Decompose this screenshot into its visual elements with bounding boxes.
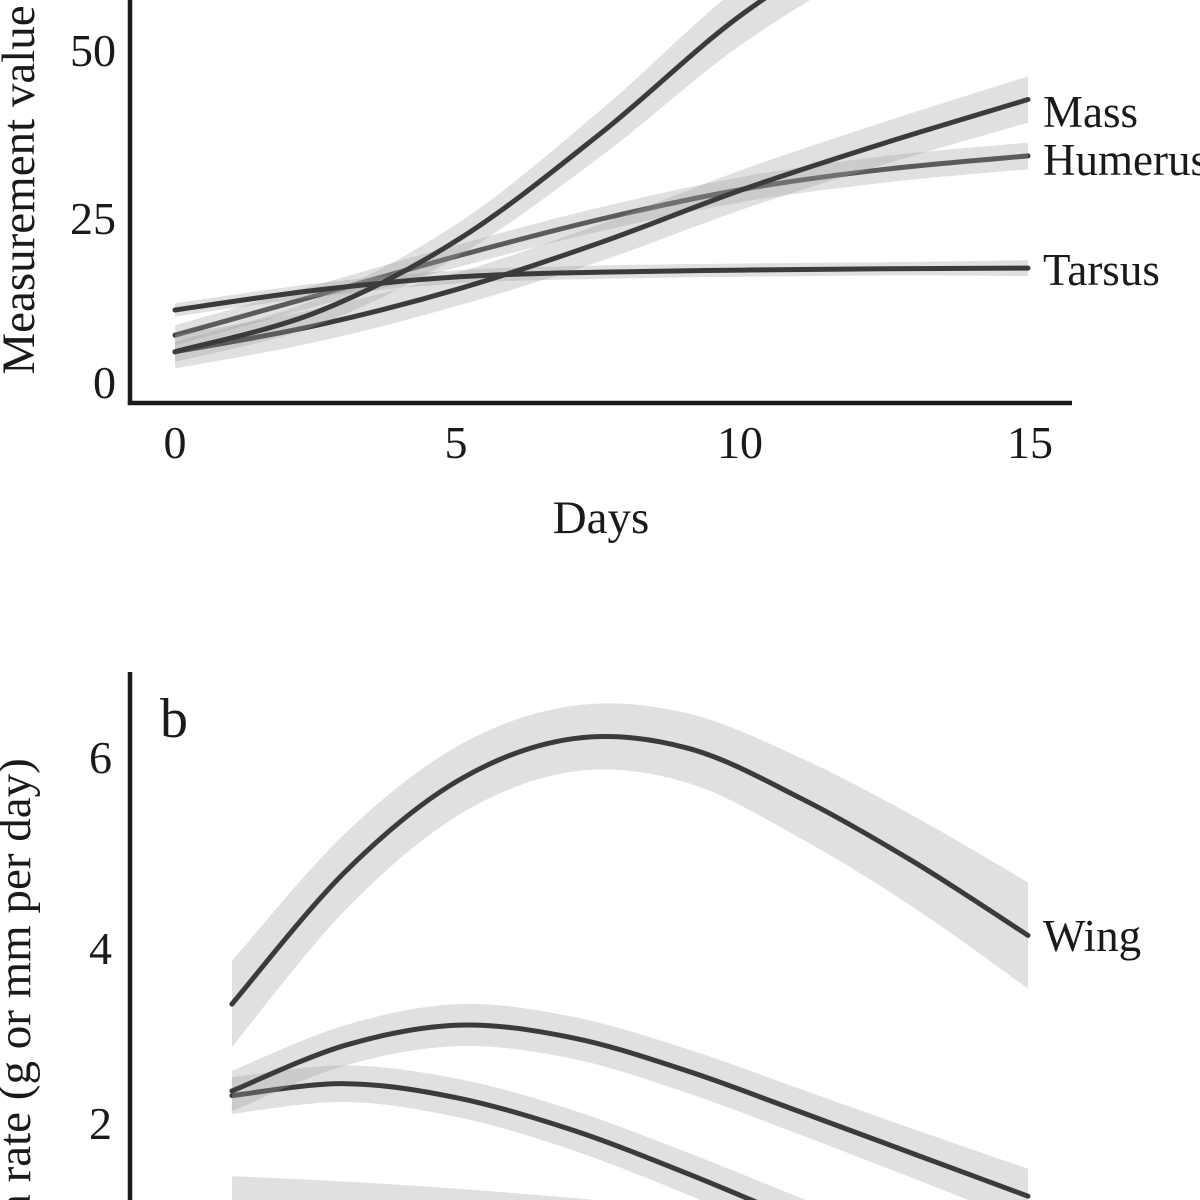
b-tarsus-confidence-band [231, 1176, 595, 1200]
panel-b-chart: b 6 4 2 Growth rate (g or mm per day) Wi… [0, 672, 1141, 1200]
b-humerus-confidence-band [231, 1065, 806, 1200]
a-humerus-line [172, 153, 1031, 338]
panel-b-ytick-4: 4 [89, 923, 112, 974]
b-humerus-line [229, 1081, 758, 1200]
a-mass-confidence-band [175, 76, 1028, 369]
panel-a-chart: 50 25 0 0 5 10 15 Days Measurement value… [0, 0, 1200, 544]
panel-a-xtick-0: 0 [164, 417, 187, 468]
panel-b-y-axis-title: Growth rate (g or mm per day) [0, 758, 41, 1200]
panel-b-letter: b [160, 688, 188, 750]
series-label-humerus: Humerus [1043, 135, 1200, 185]
panel-b-ytick-6: 6 [89, 732, 112, 783]
panel-a-ytick-50: 50 [70, 25, 116, 76]
panel-b-series-group [229, 703, 1031, 1200]
panel-a-x-axis-title: Days [553, 492, 650, 544]
a-wing-line [172, 0, 767, 355]
a-tarsus-confidence-band [175, 260, 1028, 317]
a-humerus-confidence-band [175, 142, 1028, 346]
a-tarsus-line [172, 265, 1031, 313]
b-wing-confidence-band [231, 703, 1028, 1048]
panel-a-ytick-25: 25 [70, 193, 116, 244]
series-label-mass: Mass [1043, 87, 1138, 137]
panel-a-series-group [172, 0, 1031, 369]
a-mass-line [172, 97, 1031, 355]
panel-a-xtick-15: 15 [1007, 417, 1053, 468]
panel-a-y-axis-title: Measurement value [0, 5, 45, 374]
b-mass-confidence-band [231, 1003, 1028, 1200]
panel-b-ytick-2: 2 [89, 1098, 112, 1149]
panel-a-ytick-0: 0 [93, 357, 116, 408]
b-mass-line [229, 1022, 1031, 1199]
panel-a-xtick-10: 10 [717, 417, 763, 468]
panel-a-xtick-5: 5 [445, 417, 468, 468]
series-label-wing: Wing [1043, 911, 1141, 961]
b-wing-line [229, 733, 1031, 1007]
series-label-tarsus: Tarsus [1043, 245, 1160, 295]
